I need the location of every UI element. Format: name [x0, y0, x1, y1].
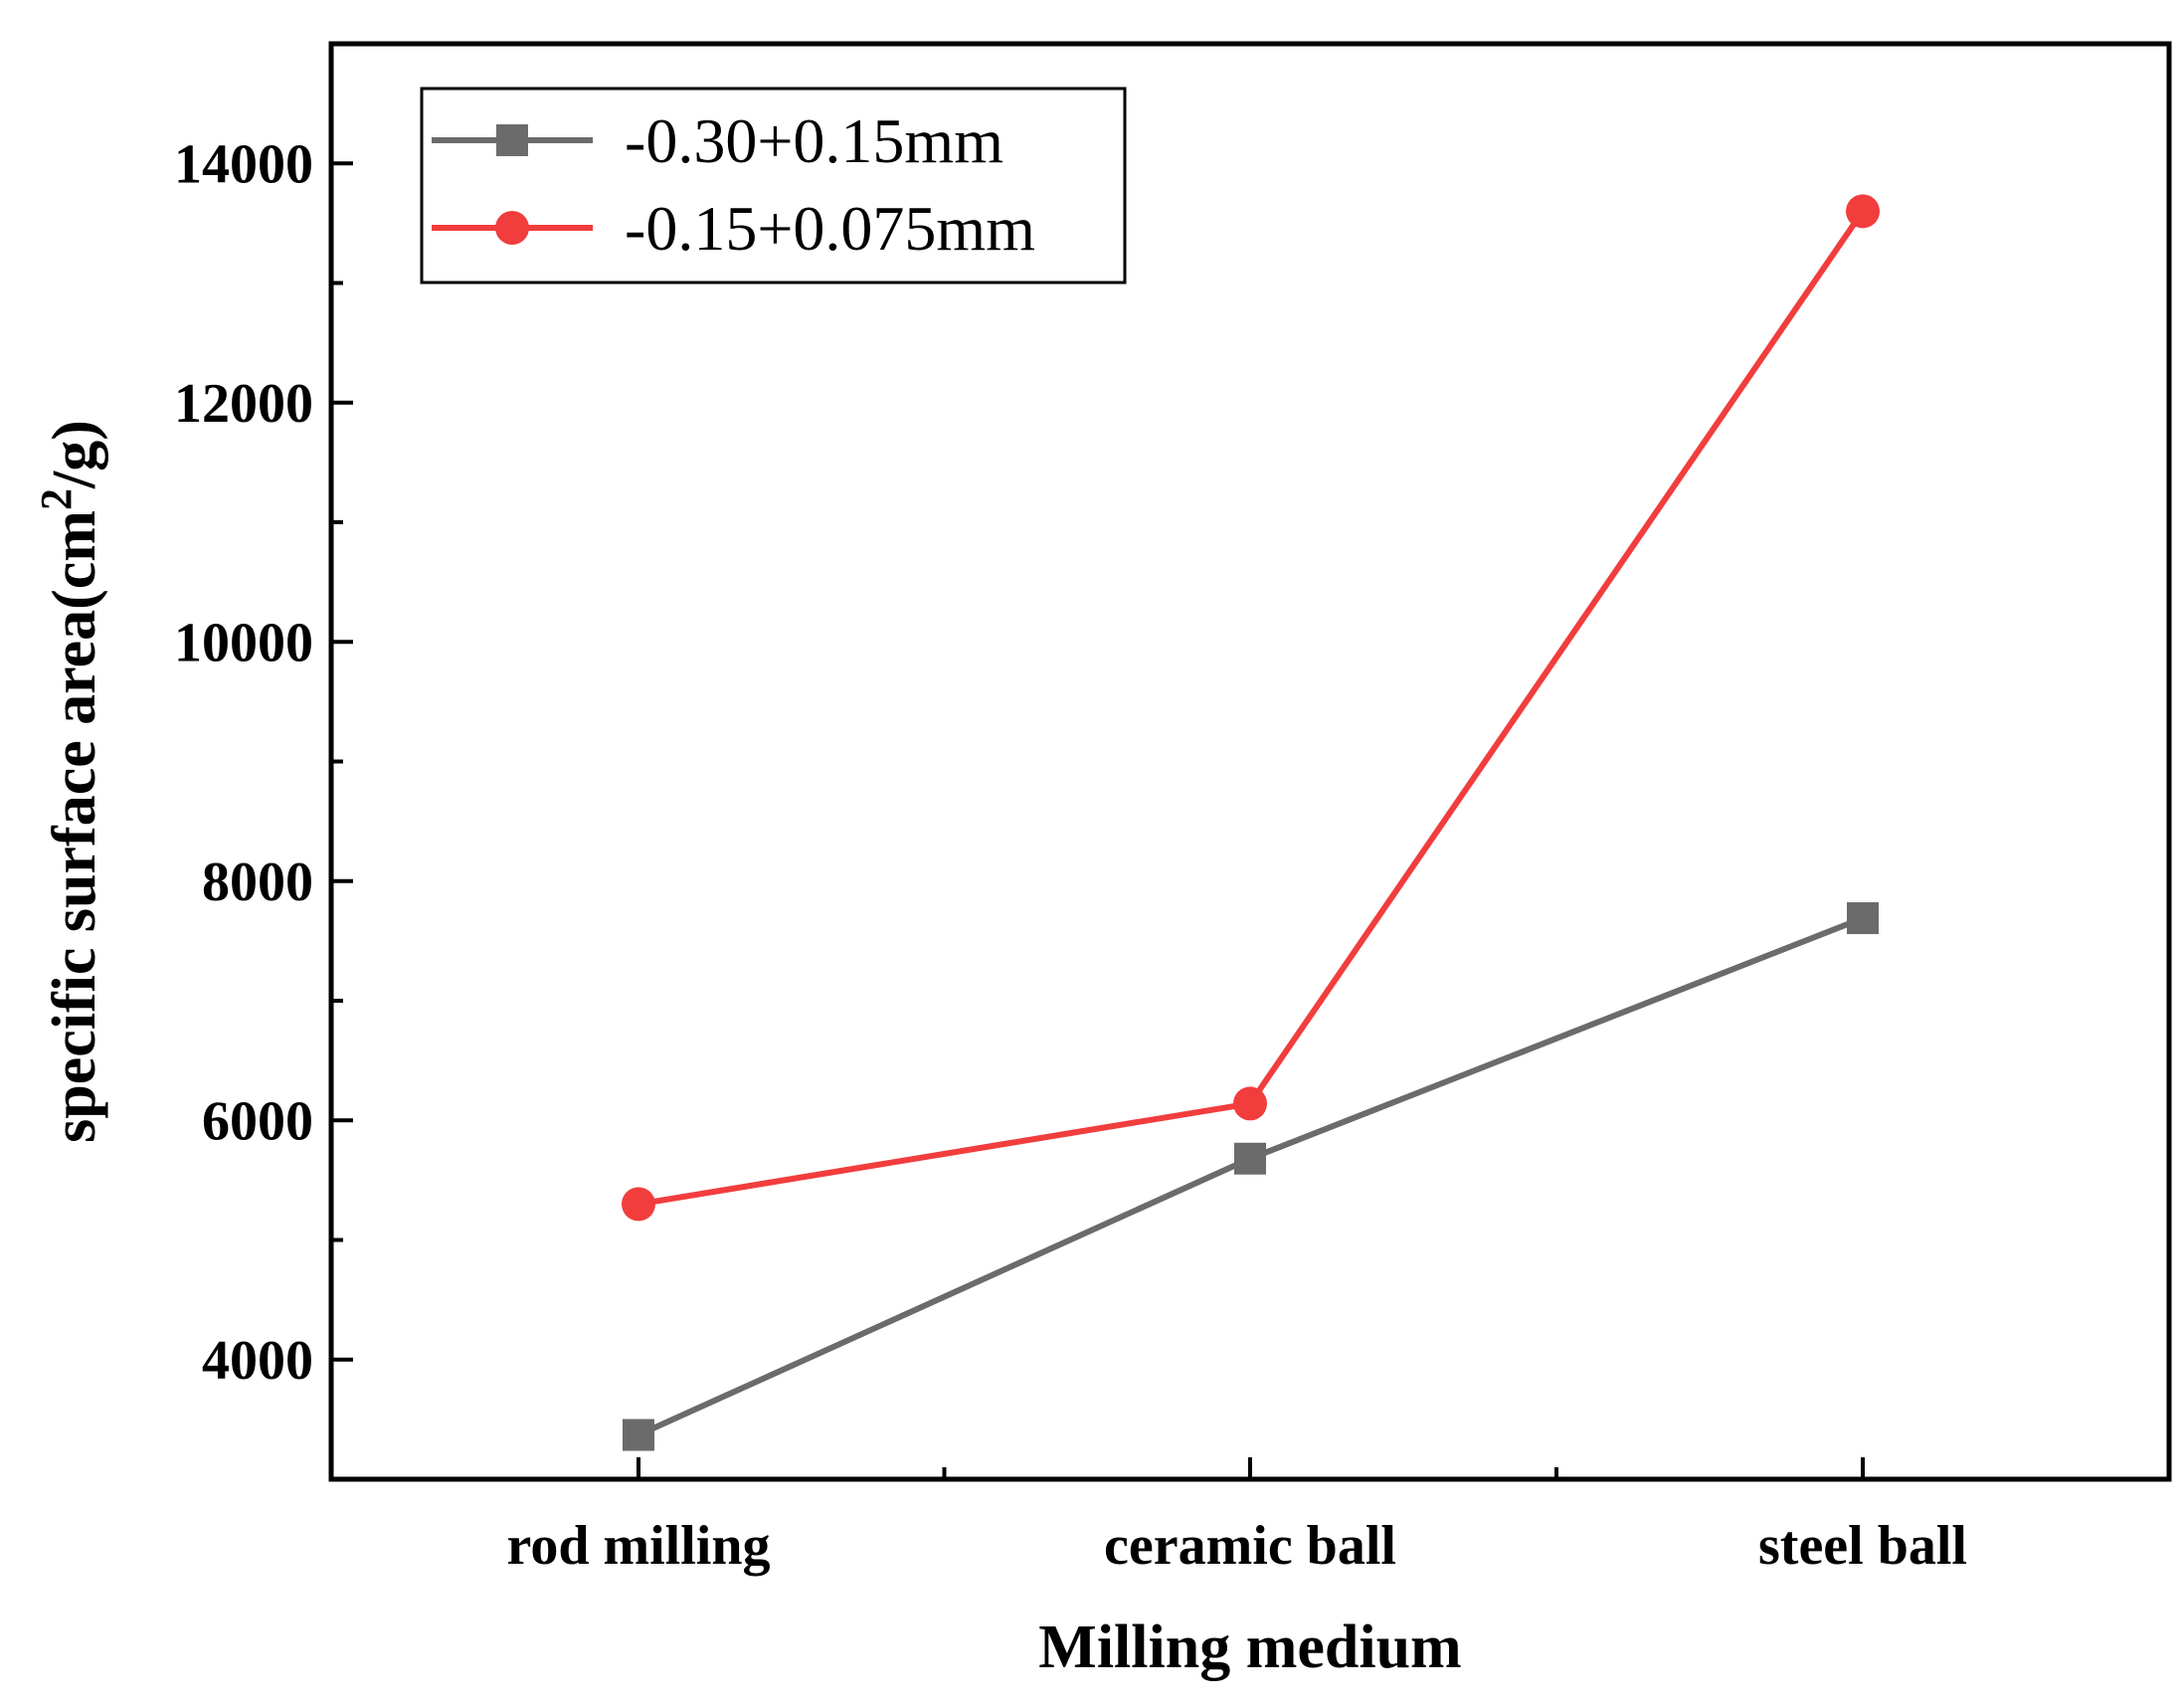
y-axis-title-superscript: 2: [32, 488, 81, 510]
legend-item: -0.30+0.15mm: [432, 105, 1003, 176]
x-tick-label: ceramic ball: [1104, 1515, 1396, 1577]
legend-box: [420, 87, 1127, 285]
data-point: [1847, 902, 1879, 935]
plot-frame: [328, 41, 2172, 1482]
series-1: [623, 902, 1879, 1451]
x-axis-title: Milling medium: [1038, 1613, 1461, 1681]
x-tick-label: steel ball: [1758, 1515, 1967, 1577]
y-tick-label: 4000: [202, 1330, 313, 1392]
series-2: [622, 194, 1880, 1222]
legend-marker: [496, 124, 528, 156]
x-tick-label: rod milling: [506, 1515, 770, 1577]
y-tick-label: 14000: [174, 133, 313, 195]
y-tick-label: 8000: [202, 852, 313, 913]
data-point: [622, 1187, 655, 1222]
legend: -0.30+0.15mm -0.15+0.075mm: [420, 87, 1127, 285]
y-axis-title-unit-tail: /g): [41, 420, 108, 489]
y-axis-title-main: specific surface area(cm: [41, 510, 108, 1143]
legend-label: -0.30+0.15mm: [625, 105, 1003, 176]
data-point: [1233, 1086, 1267, 1121]
data-point: [1234, 1142, 1266, 1175]
tick-labels: 4000 6000 8000 10000 12000 14000 rod milling ce…: [174, 133, 1967, 1577]
series-layer: [622, 194, 1880, 1451]
y-tick-label: 10000: [174, 612, 313, 673]
legend-item: -0.15+0.075mm: [432, 193, 1035, 264]
data-point: [1846, 194, 1880, 229]
y-tick-label: 12000: [174, 373, 313, 435]
data-point: [623, 1419, 654, 1451]
y-axis-title: specific surface area(cm2/g): [32, 420, 109, 1143]
legend-label: -0.15+0.075mm: [625, 193, 1035, 264]
y-tick-label: 6000: [202, 1090, 313, 1152]
legend-marker: [495, 211, 529, 245]
